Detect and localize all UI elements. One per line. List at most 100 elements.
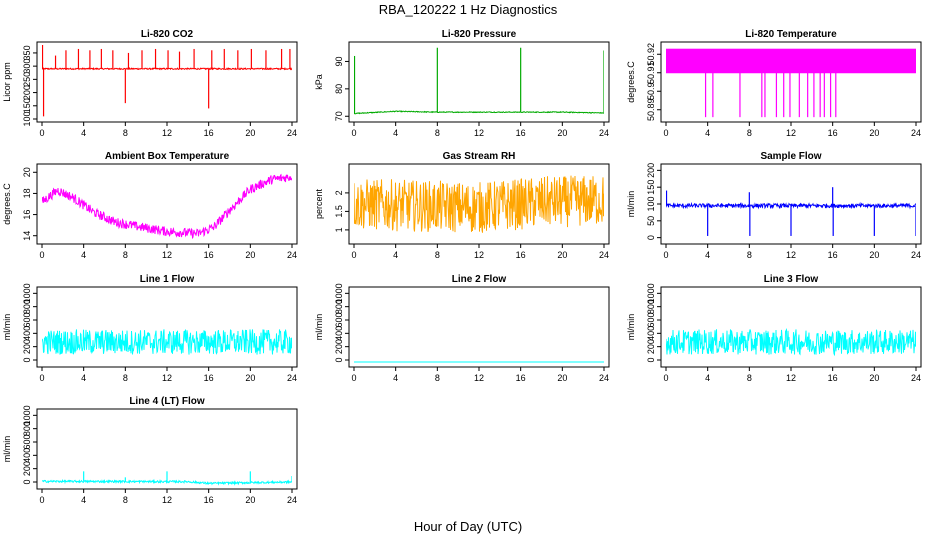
y-tick-label: 1000 bbox=[22, 283, 32, 303]
series-group bbox=[666, 328, 916, 357]
panel-title: Sample Flow bbox=[760, 151, 821, 162]
y-tick-label: 400 bbox=[22, 448, 32, 463]
y-tick-label: 600 bbox=[22, 434, 32, 449]
x-tick-label: 20 bbox=[869, 373, 879, 383]
y-tick-label: 50.92 bbox=[646, 43, 656, 66]
x-tick-label: 24 bbox=[599, 250, 609, 260]
x-tick-label: 8 bbox=[123, 250, 128, 260]
panel-title: Li-820 CO2 bbox=[141, 29, 194, 40]
x-tick-label: 4 bbox=[81, 250, 86, 260]
x-tick-label: 20 bbox=[869, 250, 879, 260]
x-tick-label: 12 bbox=[474, 128, 484, 138]
chart-panel-7: Line 1 Flow ml/min 0 4 8 12 16 20 24 0 20040060080… bbox=[2, 274, 298, 383]
y-tick-label: 0 bbox=[646, 235, 656, 240]
x-tick-label: 16 bbox=[204, 250, 214, 260]
series-group bbox=[666, 48, 916, 118]
x-tick-label: 0 bbox=[39, 373, 44, 383]
x-tick-label: 24 bbox=[287, 373, 297, 383]
x-tick-label: 4 bbox=[393, 373, 398, 383]
plot-frame bbox=[348, 286, 610, 368]
x-tick-label: 0 bbox=[663, 128, 668, 138]
chart-panel-8: Line 2 Flow ml/min 0 4 8 12 16 20 24 0 20040060080… bbox=[314, 274, 610, 383]
y-tick-label: 800 bbox=[22, 421, 32, 436]
x-tick-label: 4 bbox=[705, 128, 710, 138]
plot-frame bbox=[36, 286, 298, 368]
y-axis-title: ml/min bbox=[2, 314, 12, 341]
y-tick-label: 50 bbox=[646, 216, 656, 226]
x-tick-label: 20 bbox=[245, 373, 255, 383]
series-group bbox=[42, 45, 292, 117]
x-tick-label: 12 bbox=[474, 373, 484, 383]
x-tick-label: 8 bbox=[123, 495, 128, 505]
y-tick-label: 200 bbox=[646, 163, 656, 178]
x-tick-label: 4 bbox=[705, 250, 710, 260]
y-axis-title: ml/min bbox=[626, 191, 636, 218]
x-tick-label: 12 bbox=[474, 250, 484, 260]
x-tick-label: 16 bbox=[204, 373, 214, 383]
y-tick-label: 0 bbox=[334, 357, 344, 362]
panel-title: Line 1 Flow bbox=[140, 274, 195, 285]
x-tick-label: 4 bbox=[393, 128, 398, 138]
y-tick-label: 1000 bbox=[22, 405, 32, 425]
x-tick-label: 20 bbox=[557, 128, 567, 138]
x-tick-label: 12 bbox=[162, 128, 172, 138]
x-tick-label: 8 bbox=[123, 373, 128, 383]
panel-title: Ambient Box Temperature bbox=[105, 151, 230, 162]
x-tick-label: 4 bbox=[393, 250, 398, 260]
series-group bbox=[666, 187, 916, 236]
x-tick-label: 0 bbox=[351, 373, 356, 383]
series-line bbox=[42, 66, 292, 71]
x-tick-label: 4 bbox=[705, 373, 710, 383]
x-tick-label: 24 bbox=[599, 128, 609, 138]
plot-frame bbox=[36, 41, 298, 123]
y-axis-title: kPa bbox=[314, 74, 324, 90]
y-tick-label: 600 bbox=[334, 312, 344, 327]
x-tick-label: 16 bbox=[828, 373, 838, 383]
x-tick-label: 4 bbox=[81, 128, 86, 138]
x-tick-label: 0 bbox=[39, 250, 44, 260]
y-tick-label: 1.5 bbox=[334, 205, 344, 218]
series-group bbox=[42, 173, 292, 240]
y-axis-title: percent bbox=[314, 188, 324, 219]
y-axis-title: degrees.C bbox=[2, 183, 12, 225]
x-tick-label: 16 bbox=[204, 495, 214, 505]
y-tick-label: 14 bbox=[22, 231, 32, 241]
y-tick-label: 200 bbox=[22, 461, 32, 476]
panel-title: Line 3 Flow bbox=[764, 274, 819, 285]
y-tick-label: 18 bbox=[22, 188, 32, 198]
x-tick-label: 8 bbox=[435, 250, 440, 260]
series-line bbox=[42, 329, 292, 355]
x-tick-label: 16 bbox=[828, 250, 838, 260]
series-group bbox=[42, 329, 292, 355]
y-tick-label: 80 bbox=[334, 84, 344, 94]
series-line bbox=[354, 110, 604, 115]
y-tick-label: 400 bbox=[646, 326, 656, 341]
x-tick-label: 12 bbox=[786, 373, 796, 383]
x-tick-label: 12 bbox=[786, 250, 796, 260]
x-tick-label: 16 bbox=[516, 128, 526, 138]
x-tick-label: 20 bbox=[245, 128, 255, 138]
x-tick-label: 8 bbox=[747, 373, 752, 383]
x-tick-label: 24 bbox=[287, 128, 297, 138]
series-group bbox=[354, 47, 604, 115]
x-tick-label: 24 bbox=[599, 373, 609, 383]
x-tick-label: 8 bbox=[747, 250, 752, 260]
y-tick-label: 50.9 bbox=[646, 82, 656, 100]
series-line bbox=[354, 175, 604, 233]
chart-panel-1: Li-820 CO2 Licor ppm 0 4 8 12 16 20 24 1001502002… bbox=[2, 29, 298, 138]
x-tick-label: 0 bbox=[351, 128, 356, 138]
y-tick-label: 400 bbox=[22, 326, 32, 341]
y-tick-label: 16 bbox=[22, 210, 32, 220]
x-tick-label: 4 bbox=[81, 495, 86, 505]
plot-frame bbox=[660, 286, 922, 368]
x-tick-label: 12 bbox=[786, 128, 796, 138]
y-tick-label: 350 bbox=[22, 45, 32, 60]
y-tick-label: 600 bbox=[646, 312, 656, 327]
y-tick-label: 0 bbox=[646, 357, 656, 362]
x-axis-title: Hour of Day (UTC) bbox=[414, 519, 522, 534]
series-group bbox=[42, 471, 292, 486]
series-band bbox=[666, 48, 916, 73]
